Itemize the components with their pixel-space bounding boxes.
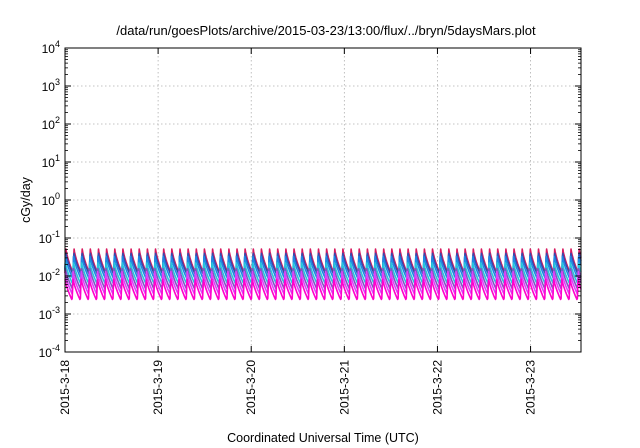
y-tick-label: 10-1 (39, 229, 60, 246)
y-tick-label: 10-3 (39, 305, 60, 322)
series-line (64, 278, 582, 301)
y-tick-label: 10-2 (39, 267, 60, 284)
series-line (64, 262, 582, 284)
y-tick-label: 104 (42, 39, 60, 56)
x-ticks: 2015-3-18 2015-3-19 2015-3-20 2015-3-21 2015… (58, 48, 538, 415)
y-tick-label: 102 (42, 115, 60, 132)
x-tick-label: 2015-3-20 (244, 360, 258, 415)
y-ticks: 10-4 10-3 10-2 10-1 100 101 102 103 104 (39, 39, 581, 360)
x-tick-label: 2015-3-22 (430, 360, 444, 415)
series-line (64, 248, 582, 274)
y-tick-label: 10-4 (39, 343, 60, 360)
series-line (64, 252, 582, 275)
y-tick-label: 100 (42, 191, 60, 208)
y-tick-label: 103 (42, 77, 60, 94)
y-tick-label: 101 (42, 153, 60, 170)
series-group (64, 248, 582, 301)
x-tick-label: 2015-3-18 (58, 360, 72, 415)
series-line (64, 255, 582, 280)
grid (65, 48, 581, 352)
chart-title: /data/run/goesPlots/archive/2015-03-23/1… (116, 23, 536, 38)
y-axis-label: cGy/day (19, 176, 33, 223)
x-tick-label: 2015-3-21 (337, 360, 351, 415)
x-axis-label: Coordinated Universal Time (UTC) (227, 431, 419, 445)
series-line (64, 270, 582, 295)
series-line (64, 267, 582, 290)
x-tick-label: 2015-3-23 (524, 360, 538, 415)
x-tick-label: 2015-3-19 (151, 360, 165, 415)
